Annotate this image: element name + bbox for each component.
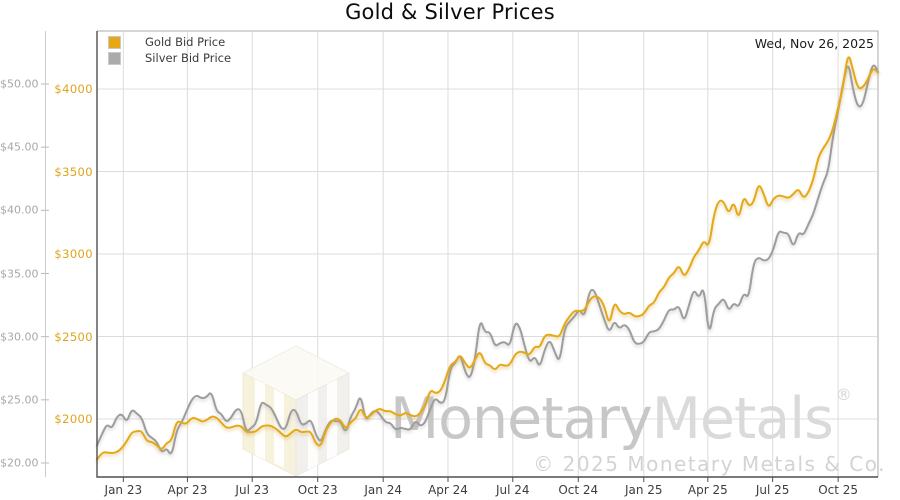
plot-frame-and-axes xyxy=(41,30,879,482)
legend: Gold Bid Price Silver Bid Price xyxy=(108,34,231,66)
registered-trademark-icon: ® xyxy=(836,385,851,404)
silver-price-line xyxy=(96,64,879,455)
x-axis-tick-label: Oct 23 xyxy=(297,483,338,497)
gold-axis-tick-label: $4000 xyxy=(54,82,93,96)
x-axis-tick-label: Jan 25 xyxy=(624,483,663,497)
x-axis-tick-label: Jan 24 xyxy=(364,483,402,497)
gold-series-swatch-icon xyxy=(108,35,121,49)
x-axis-tick-label: Apr 24 xyxy=(428,483,468,497)
gold-price-line xyxy=(96,56,879,461)
copyright-watermark: © 2025 Monetary Metals & Co. xyxy=(533,452,886,476)
x-axis-tick-label: Apr 23 xyxy=(167,483,208,497)
silver-axis-tick-label: $25.00 xyxy=(0,393,39,407)
legend-label-silver: Silver Bid Price xyxy=(145,51,232,65)
gridlines xyxy=(98,32,877,476)
x-axis-tick-label: Oct 25 xyxy=(818,483,859,497)
page-title: Gold & Silver Prices xyxy=(345,0,555,24)
x-axis-tick-label: Jan 23 xyxy=(104,483,143,497)
brand-watermark-metals: Metals xyxy=(652,386,833,452)
x-axis-tick-label: Apr 25 xyxy=(687,483,728,497)
price-series-lines xyxy=(96,56,879,461)
monetary-metals-cube-logo-watermark xyxy=(241,345,351,477)
gold-axis-tick-label: $3500 xyxy=(54,164,93,179)
current-date-label: Wed, Nov 26, 2025 xyxy=(754,36,874,51)
silver-axis-tick-label: $35.00 xyxy=(0,267,39,280)
silver-axis-tick-label: $30.00 xyxy=(0,330,39,344)
x-axis-tick-label: Jul 25 xyxy=(755,483,790,497)
silver-axis-tick-label: $45.00 xyxy=(0,140,39,154)
legend-item-silver[interactable]: Silver Bid Price xyxy=(108,50,231,66)
silver-axis-tick-label: $50.00 xyxy=(0,77,39,91)
silver-series-swatch-icon xyxy=(108,51,121,65)
gold-axis-tick-label: $2000 xyxy=(54,412,93,426)
legend-label-gold: Gold Bid Price xyxy=(145,35,226,49)
gold-axis-tick-label: $2500 xyxy=(54,329,93,344)
gold-axis-tick-label: $3000 xyxy=(54,247,93,261)
silver-axis-tick-label: $20.00 xyxy=(0,456,39,470)
brand-watermark-monetary: Monetary xyxy=(390,386,652,452)
silver-axis-tick-label: $40.00 xyxy=(0,203,39,217)
x-axis-tick-label: Jul 24 xyxy=(495,483,530,497)
brand-watermark: MonetaryMetals ® xyxy=(390,385,851,452)
x-axis-tick-label: Oct 24 xyxy=(558,483,599,497)
x-axis-tick-label: Jul 23 xyxy=(235,483,269,497)
legend-item-gold[interactable]: Gold Bid Price xyxy=(108,34,231,50)
